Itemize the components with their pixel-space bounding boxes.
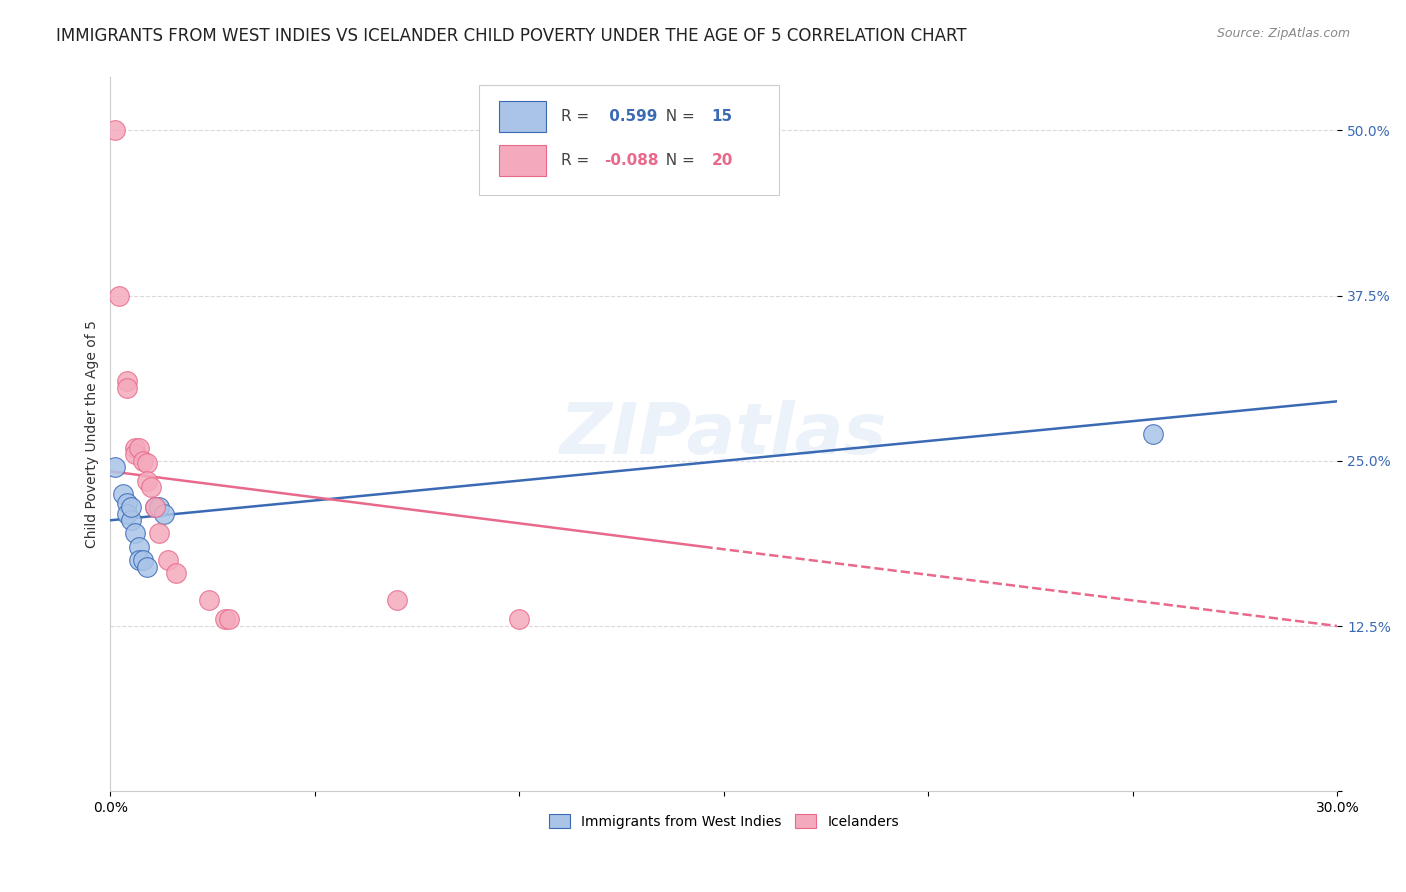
- Point: [115, 375, 138, 389]
- Point: [508, 612, 530, 626]
- Point: [152, 507, 174, 521]
- Text: R =: R =: [561, 153, 593, 168]
- Point: [115, 507, 138, 521]
- Point: [141, 480, 163, 494]
- Legend: Immigrants from West Indies, Icelanders: Immigrants from West Indies, Icelanders: [544, 808, 904, 834]
- Point: [214, 612, 236, 626]
- Text: R =: R =: [561, 109, 593, 124]
- Point: [136, 474, 159, 488]
- Text: ZIPatlas: ZIPatlas: [560, 400, 887, 469]
- Point: [197, 592, 219, 607]
- Point: [128, 441, 150, 455]
- FancyBboxPatch shape: [499, 101, 546, 132]
- Text: N =: N =: [657, 153, 700, 168]
- Text: 20: 20: [711, 153, 733, 168]
- Point: [136, 457, 159, 471]
- Point: [124, 441, 146, 455]
- Point: [145, 500, 167, 514]
- Point: [132, 553, 155, 567]
- Point: [128, 553, 150, 567]
- Text: N =: N =: [657, 109, 700, 124]
- Point: [111, 487, 134, 501]
- Point: [120, 500, 142, 514]
- Point: [128, 540, 150, 554]
- FancyBboxPatch shape: [499, 145, 546, 176]
- Y-axis label: Child Poverty Under the Age of 5: Child Poverty Under the Age of 5: [86, 320, 100, 549]
- Point: [218, 612, 240, 626]
- Text: 0.599: 0.599: [603, 109, 657, 124]
- Point: [103, 123, 125, 137]
- Point: [148, 526, 170, 541]
- Text: IMMIGRANTS FROM WEST INDIES VS ICELANDER CHILD POVERTY UNDER THE AGE OF 5 CORREL: IMMIGRANTS FROM WEST INDIES VS ICELANDER…: [56, 27, 967, 45]
- Point: [120, 513, 142, 527]
- Point: [145, 500, 167, 514]
- Text: Source: ZipAtlas.com: Source: ZipAtlas.com: [1216, 27, 1350, 40]
- Point: [1142, 427, 1164, 442]
- Point: [107, 288, 129, 302]
- Text: 15: 15: [711, 109, 733, 124]
- Point: [156, 553, 179, 567]
- Text: -0.088: -0.088: [603, 153, 658, 168]
- Point: [103, 460, 125, 475]
- Point: [132, 454, 155, 468]
- Point: [124, 447, 146, 461]
- Point: [136, 559, 159, 574]
- Point: [124, 526, 146, 541]
- Point: [115, 381, 138, 395]
- Point: [165, 566, 187, 581]
- FancyBboxPatch shape: [478, 85, 779, 195]
- Point: [115, 496, 138, 510]
- Point: [148, 500, 170, 514]
- Point: [385, 592, 408, 607]
